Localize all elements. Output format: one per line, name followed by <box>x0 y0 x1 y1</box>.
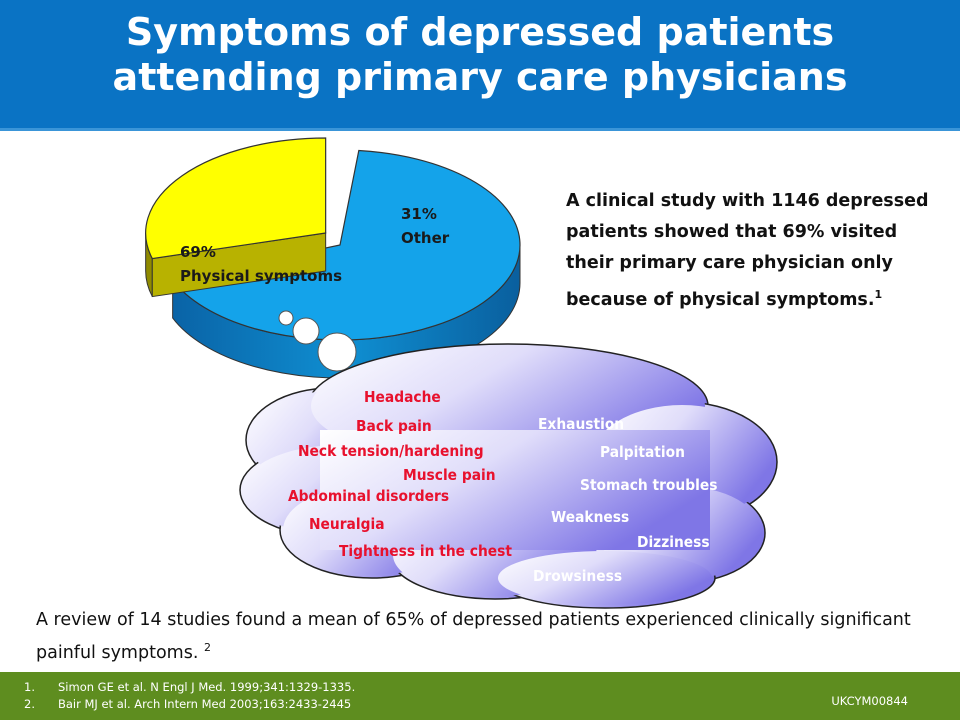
slide-title: Symptoms of depressed patients attending… <box>112 10 848 99</box>
symptom-dizziness: Dizziness <box>637 533 710 551</box>
physical-slice-name: Physical symptoms <box>180 267 343 285</box>
symptom-abdominal-disorders: Abdominal disorders <box>288 487 450 505</box>
symptom-exhaustion: Exhaustion <box>538 415 625 433</box>
header-separator <box>0 128 960 131</box>
thought-bubble-medium <box>292 317 320 345</box>
pie-slice-other <box>145 137 327 260</box>
study-summary: A clinical study with 1146 depressed pat… <box>566 186 946 316</box>
reference-number: 1. <box>24 680 35 694</box>
symptom-stomach-troubles: Stomach troubles <box>580 476 718 494</box>
review-summary-text: A review of 14 studies found a mean of 6… <box>36 610 911 663</box>
footer-bar <box>0 672 960 720</box>
symptom-weakness: Weakness <box>551 508 630 526</box>
reference-list: 1. Simon GE et al. N Engl J Med. 1999;341… <box>24 679 355 713</box>
symptom-muscle-pain: Muscle pain <box>403 466 496 484</box>
title-banner: Symptoms of depressed patients attending… <box>0 0 960 128</box>
reference-text: Bair MJ et al. Arch Intern Med 2003;163:… <box>58 697 352 711</box>
thought-bubble-large <box>317 332 357 372</box>
study-summary-text: A clinical study with 1146 depressed pat… <box>566 191 929 310</box>
pie-chart <box>145 137 521 379</box>
physical-slice-percent: 69% <box>180 243 216 261</box>
reference-item: 2. Bair MJ et al. Arch Intern Med 2003;16… <box>24 696 355 713</box>
other-slice-label: 31% Other <box>401 202 449 250</box>
symptom-neck-tension: Neck tension/hardening <box>298 442 484 460</box>
pie-slice-physical-symptoms <box>171 149 521 341</box>
thought-bubble-small <box>278 310 294 326</box>
document-code: UKCYM00844 <box>831 694 908 708</box>
symptom-drowsiness: Drowsiness <box>533 567 623 585</box>
other-slice-name: Other <box>401 229 450 247</box>
symptom-back-pain: Back pain <box>356 417 432 435</box>
reference-text: Simon GE et al. N Engl J Med. 1999;341:1… <box>58 680 356 694</box>
symptom-cloud <box>239 343 778 609</box>
symptom-palpitation: Palpitation <box>600 443 685 461</box>
symptom-headache: Headache <box>364 388 441 406</box>
symptom-neuralgia: Neuralgia <box>309 515 385 533</box>
reference-item: 1. Simon GE et al. N Engl J Med. 1999;341… <box>24 679 355 696</box>
review-reference-marker: 2 <box>203 641 211 654</box>
study-reference-marker: 1 <box>874 288 883 301</box>
reference-number: 2. <box>24 697 35 711</box>
other-slice-percent: 31% <box>401 205 437 223</box>
physical-slice-label: 69% Physical symptoms <box>180 240 342 288</box>
symptom-tightness-in-chest: Tightness in the chest <box>339 542 512 560</box>
review-summary: A review of 14 studies found a mean of 6… <box>36 606 936 667</box>
